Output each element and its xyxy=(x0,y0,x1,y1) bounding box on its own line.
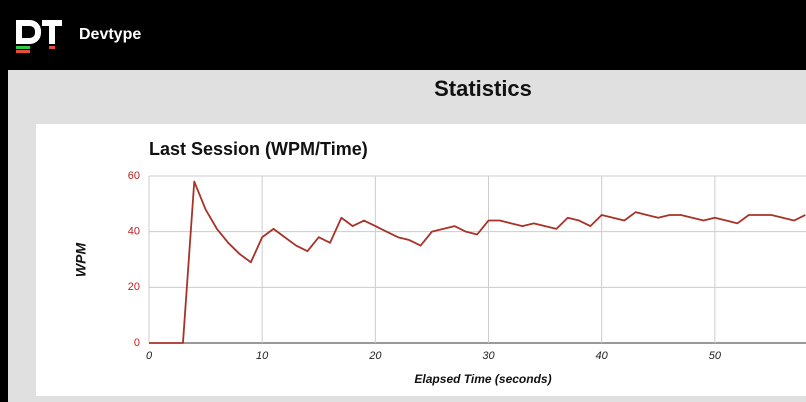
y-axis-label: WPM xyxy=(73,243,89,278)
x-tick-label: 10 xyxy=(256,350,269,362)
y-tick-label: 40 xyxy=(128,226,140,238)
top-bar: Devtype xyxy=(0,0,806,70)
data-line xyxy=(149,180,806,344)
y-tick-label: 0 xyxy=(134,337,140,349)
logo[interactable] xyxy=(0,0,70,70)
chart-title: Last Session (WPM/Time) xyxy=(149,139,368,159)
brand-name[interactable]: Devtype xyxy=(79,26,142,43)
chart-card: Last Session (WPM/Time) Elapsed Time (se… xyxy=(36,124,806,396)
y-tick-label: 60 xyxy=(128,170,140,182)
x-tick-label: 30 xyxy=(482,350,495,362)
x-tick-label: 0 xyxy=(146,350,153,362)
x-tick-label: 20 xyxy=(368,350,382,362)
main-area: Statistics Last Session (WPM/Time) Elaps… xyxy=(8,70,806,402)
x-tick-label: 50 xyxy=(709,350,722,362)
x-tick-label: 40 xyxy=(596,350,609,362)
chart: Last Session (WPM/Time) Elapsed Time (se… xyxy=(73,139,806,386)
x-axis-label: Elapsed Time (seconds) xyxy=(414,372,551,386)
y-tick-label: 20 xyxy=(128,281,140,293)
page-title: Statistics xyxy=(434,76,532,101)
